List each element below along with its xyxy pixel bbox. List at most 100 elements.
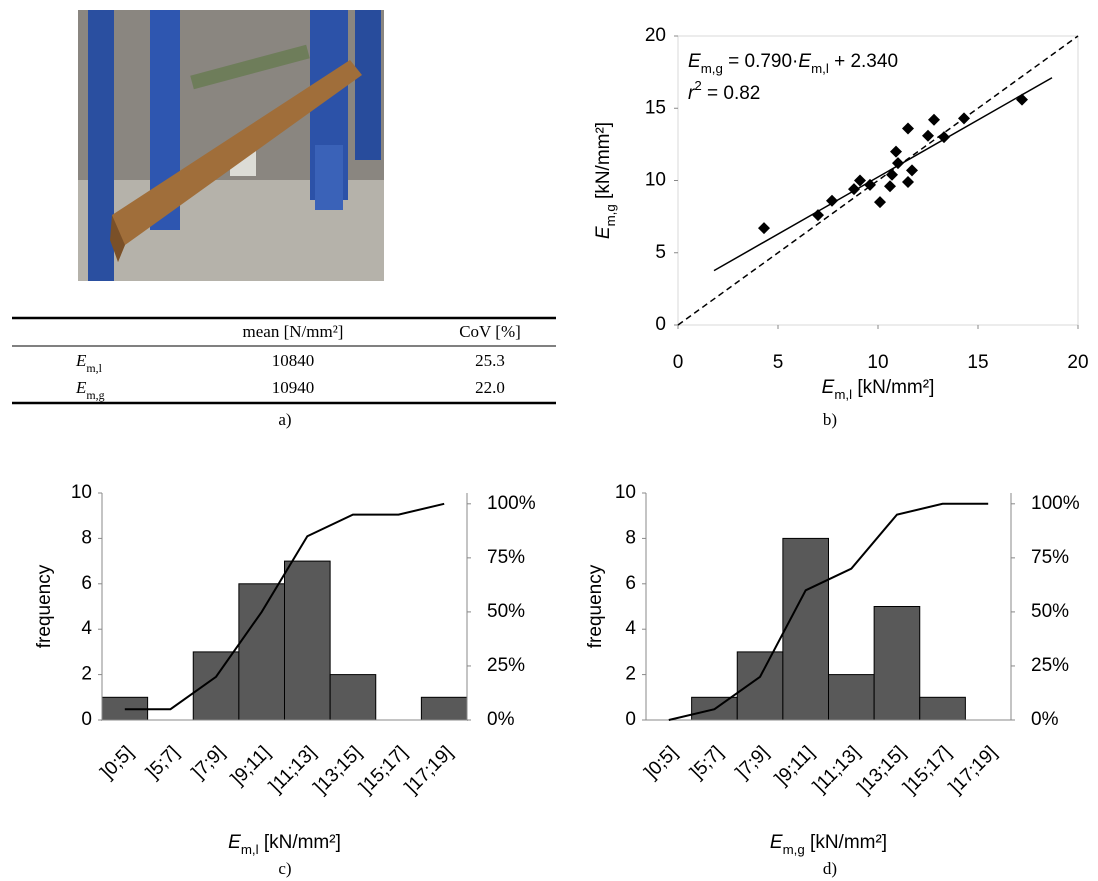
bar — [284, 560, 331, 721]
point — [758, 222, 770, 235]
x-tick-label: ]0;5] — [641, 742, 682, 783]
text-part: [kN/mm²] — [593, 122, 614, 204]
fit-line — [713, 77, 1053, 272]
panel-label: a) — [278, 410, 291, 429]
y2-tick-label: 100% — [1031, 493, 1080, 514]
histogram-chart: 02468100%25%50%75%100%]0;5]]5;7]]7;9]]9;… — [34, 482, 536, 857]
x-tick-label: ]13;15] — [310, 742, 366, 798]
bar — [329, 674, 377, 721]
text-part: + 2.340 — [829, 51, 898, 72]
cell: 25.3 — [475, 351, 505, 370]
text-part: m,l — [241, 842, 259, 857]
text-part: r — [688, 83, 695, 104]
point — [886, 168, 898, 181]
text-part: m,l — [834, 387, 852, 402]
y-tick-label: 0 — [625, 709, 636, 730]
text-part: E — [770, 832, 783, 853]
point — [812, 209, 824, 222]
text-part: = 0.790· — [723, 51, 799, 72]
text-part: E — [228, 832, 241, 853]
text-part: [kN/mm²] — [259, 832, 341, 853]
text-part: 2 — [694, 78, 701, 93]
y2-tick-label: 100% — [487, 493, 536, 514]
x-tick-label: ]5;7] — [143, 742, 184, 783]
y-tick-label: 15 — [645, 97, 666, 118]
point — [922, 129, 934, 142]
cumulative-line — [668, 502, 989, 721]
point — [890, 145, 902, 158]
y-axis-label: Em,g [kN/mm²] — [593, 122, 618, 239]
y2-tick-label: 50% — [487, 601, 525, 622]
row-label: Em,l — [75, 351, 103, 375]
y-tick-label: 8 — [625, 527, 636, 548]
point — [884, 180, 896, 193]
cell: 22.0 — [475, 378, 505, 397]
photo — [78, 10, 384, 281]
point — [906, 164, 918, 177]
x-tick-label: ]17;19] — [945, 742, 1001, 798]
x-tick-label: ]13;15] — [854, 742, 910, 798]
text-part: m,g — [783, 842, 805, 857]
histogram-chart: 02468100%25%50%75%100%]0;5]]5;7]]7;9]]9;… — [585, 482, 1080, 857]
bar — [238, 583, 285, 721]
y-tick-label: 6 — [81, 573, 92, 594]
text-part: E — [798, 51, 811, 72]
subscript: m,l — [86, 361, 102, 375]
y2-tick-label: 50% — [1031, 601, 1069, 622]
photo-beam-end — [110, 215, 125, 262]
symbol: E — [75, 351, 87, 370]
x-tick-label: ]7;9] — [188, 742, 229, 783]
text-part: E — [822, 377, 835, 398]
reference-line — [677, 35, 1079, 326]
column-header: mean [N/mm²] — [243, 322, 344, 341]
y-tick-label: 8 — [81, 527, 92, 548]
x-tick-label: 10 — [867, 352, 888, 373]
bar — [192, 651, 240, 721]
point — [848, 183, 860, 196]
photo-column — [355, 10, 381, 160]
y-axis-label: frequency — [585, 564, 606, 648]
x-tick-label: 20 — [1067, 352, 1088, 373]
photo-support — [315, 145, 343, 210]
x-axis-label: Em,l [kN/mm²] — [228, 832, 341, 857]
point — [938, 131, 950, 144]
row-label: Em,g — [75, 378, 105, 402]
y-tick-label: 5 — [655, 242, 666, 263]
text-part: E — [593, 226, 614, 239]
table: mean [N/mm²] CoV [%] Em,l 10840 25.3 Em,g 1094… — [12, 316, 556, 405]
y-tick-label: 0 — [655, 314, 666, 335]
panel-label: b) — [823, 410, 837, 429]
y-tick-label: 20 — [645, 25, 666, 46]
y2-tick-label: 0% — [487, 709, 515, 730]
y-tick-label: 10 — [71, 482, 92, 503]
point — [1016, 93, 1028, 106]
text-part: = 0.82 — [702, 83, 761, 104]
y-tick-label: 0 — [81, 709, 92, 730]
x-tick-label: ]15;17] — [356, 742, 412, 798]
text-part: m,g — [701, 61, 723, 76]
point — [892, 157, 904, 170]
x-tick-label: ]5;7] — [687, 742, 728, 783]
annotation: r2 = 0.82 — [688, 78, 760, 104]
y-tick-label: 10 — [615, 482, 636, 503]
point — [874, 196, 886, 209]
x-tick-label: 15 — [967, 352, 988, 373]
point — [826, 194, 838, 207]
y2-tick-label: 25% — [1031, 655, 1069, 676]
panel-label: c) — [278, 859, 291, 878]
photo-beam — [112, 60, 362, 262]
y-axis-label: frequency — [34, 564, 55, 648]
annotation: Em,g = 0.790·Em,l + 2.340 — [688, 51, 898, 76]
point — [864, 178, 876, 191]
point — [854, 174, 866, 187]
x-tick-label: ]0;5] — [97, 742, 138, 783]
x-axis-label: Em,l [kN/mm²] — [822, 377, 935, 402]
photo-rig — [190, 44, 310, 90]
bar — [782, 537, 829, 721]
text-part: E — [688, 51, 701, 72]
y-tick-label: 2 — [81, 664, 92, 685]
x-tick-label: 5 — [773, 352, 784, 373]
text-part: m,g — [603, 204, 618, 226]
